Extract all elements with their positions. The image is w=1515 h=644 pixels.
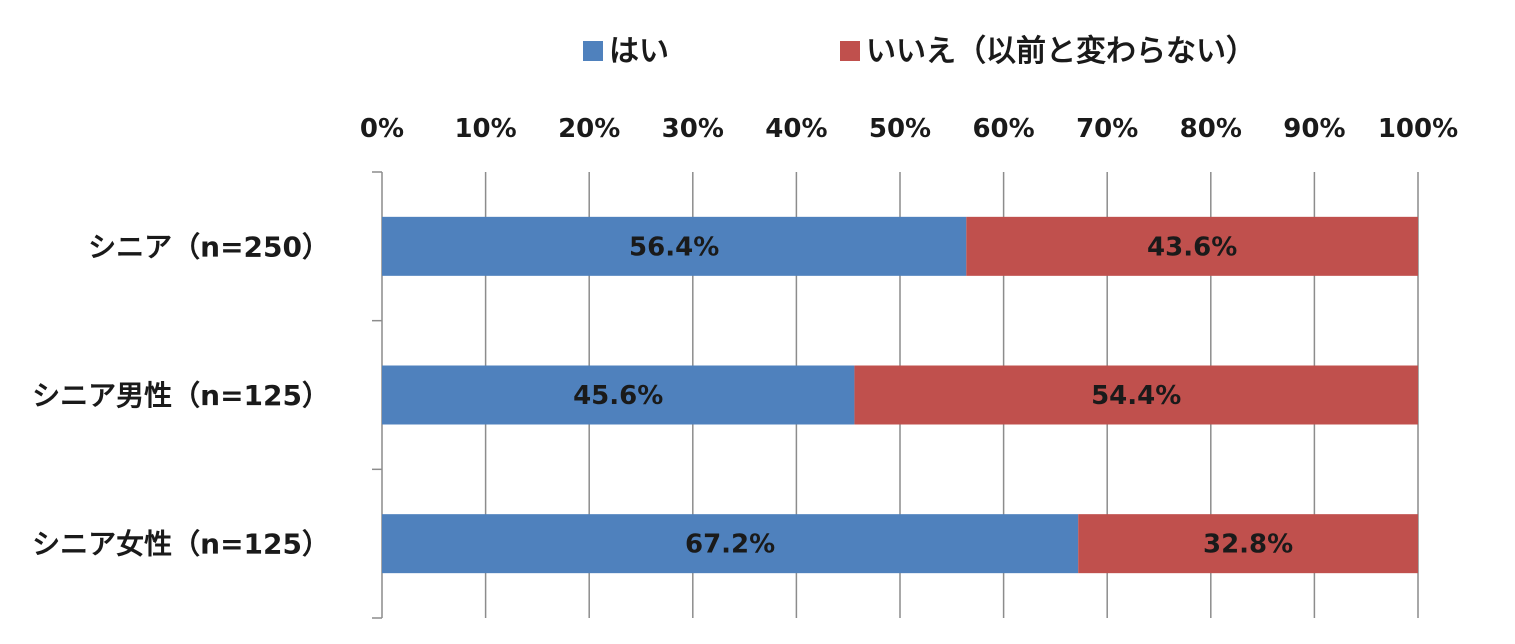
legend: はい いいえ（以前と変わらない） — [583, 34, 1256, 69]
legend-swatch-1 — [840, 41, 860, 61]
legend-label-0: はい — [609, 34, 669, 69]
bars — [382, 216, 1418, 574]
data-label-series0-cat2: 67.2% — [685, 530, 775, 560]
x-tick-label: 100% — [1378, 114, 1458, 144]
x-tick-label: 90% — [1283, 114, 1345, 144]
bar-segment-series1-cat2 — [1078, 514, 1418, 574]
bar-segment-series0-cat2 — [382, 514, 1079, 574]
category-labels: シニア（n=250） シニア男性（n=125） シニア女性（n=125） — [32, 230, 330, 560]
category-label: シニア男性（n=125） — [32, 379, 330, 412]
data-label-series0-cat1: 45.6% — [573, 381, 663, 411]
data-label-series1-cat0: 43.6% — [1147, 232, 1237, 262]
data-label-series1-cat1: 54.4% — [1091, 381, 1181, 411]
x-tick-label: 70% — [1076, 114, 1138, 144]
x-tick-label: 0% — [360, 114, 404, 144]
data-label-series0-cat0: 56.4% — [629, 232, 719, 262]
x-tick-label: 40% — [765, 114, 827, 144]
legend-swatch-0 — [583, 41, 603, 61]
bar-segment-series0-cat1 — [382, 365, 855, 425]
bar-segment-series0-cat0 — [382, 216, 967, 276]
x-tick-label: 30% — [662, 114, 724, 144]
legend-label-1: いいえ（以前と変わらない） — [866, 34, 1256, 69]
y-axis — [372, 171, 382, 619]
x-tick-label: 60% — [972, 114, 1034, 144]
x-tick-label: 80% — [1180, 114, 1242, 144]
x-tick-label: 20% — [558, 114, 620, 144]
category-label: シニア女性（n=125） — [32, 528, 330, 561]
data-label-series1-cat2: 32.8% — [1203, 530, 1293, 560]
bar-segment-series1-cat0 — [966, 216, 1418, 276]
category-label: シニア（n=250） — [88, 230, 330, 263]
bar-segment-series1-cat1 — [854, 365, 1418, 425]
data-labels: 56.4% 43.6% 45.6% 54.4% 67.2% 32.8% — [573, 232, 1293, 559]
x-tick-label: 50% — [869, 114, 931, 144]
x-tick-label: 10% — [454, 114, 516, 144]
x-axis-tick-labels: 0% 10% 20% 30% 40% 50% 60% 70% 80% 90% 100% — [360, 114, 1458, 144]
